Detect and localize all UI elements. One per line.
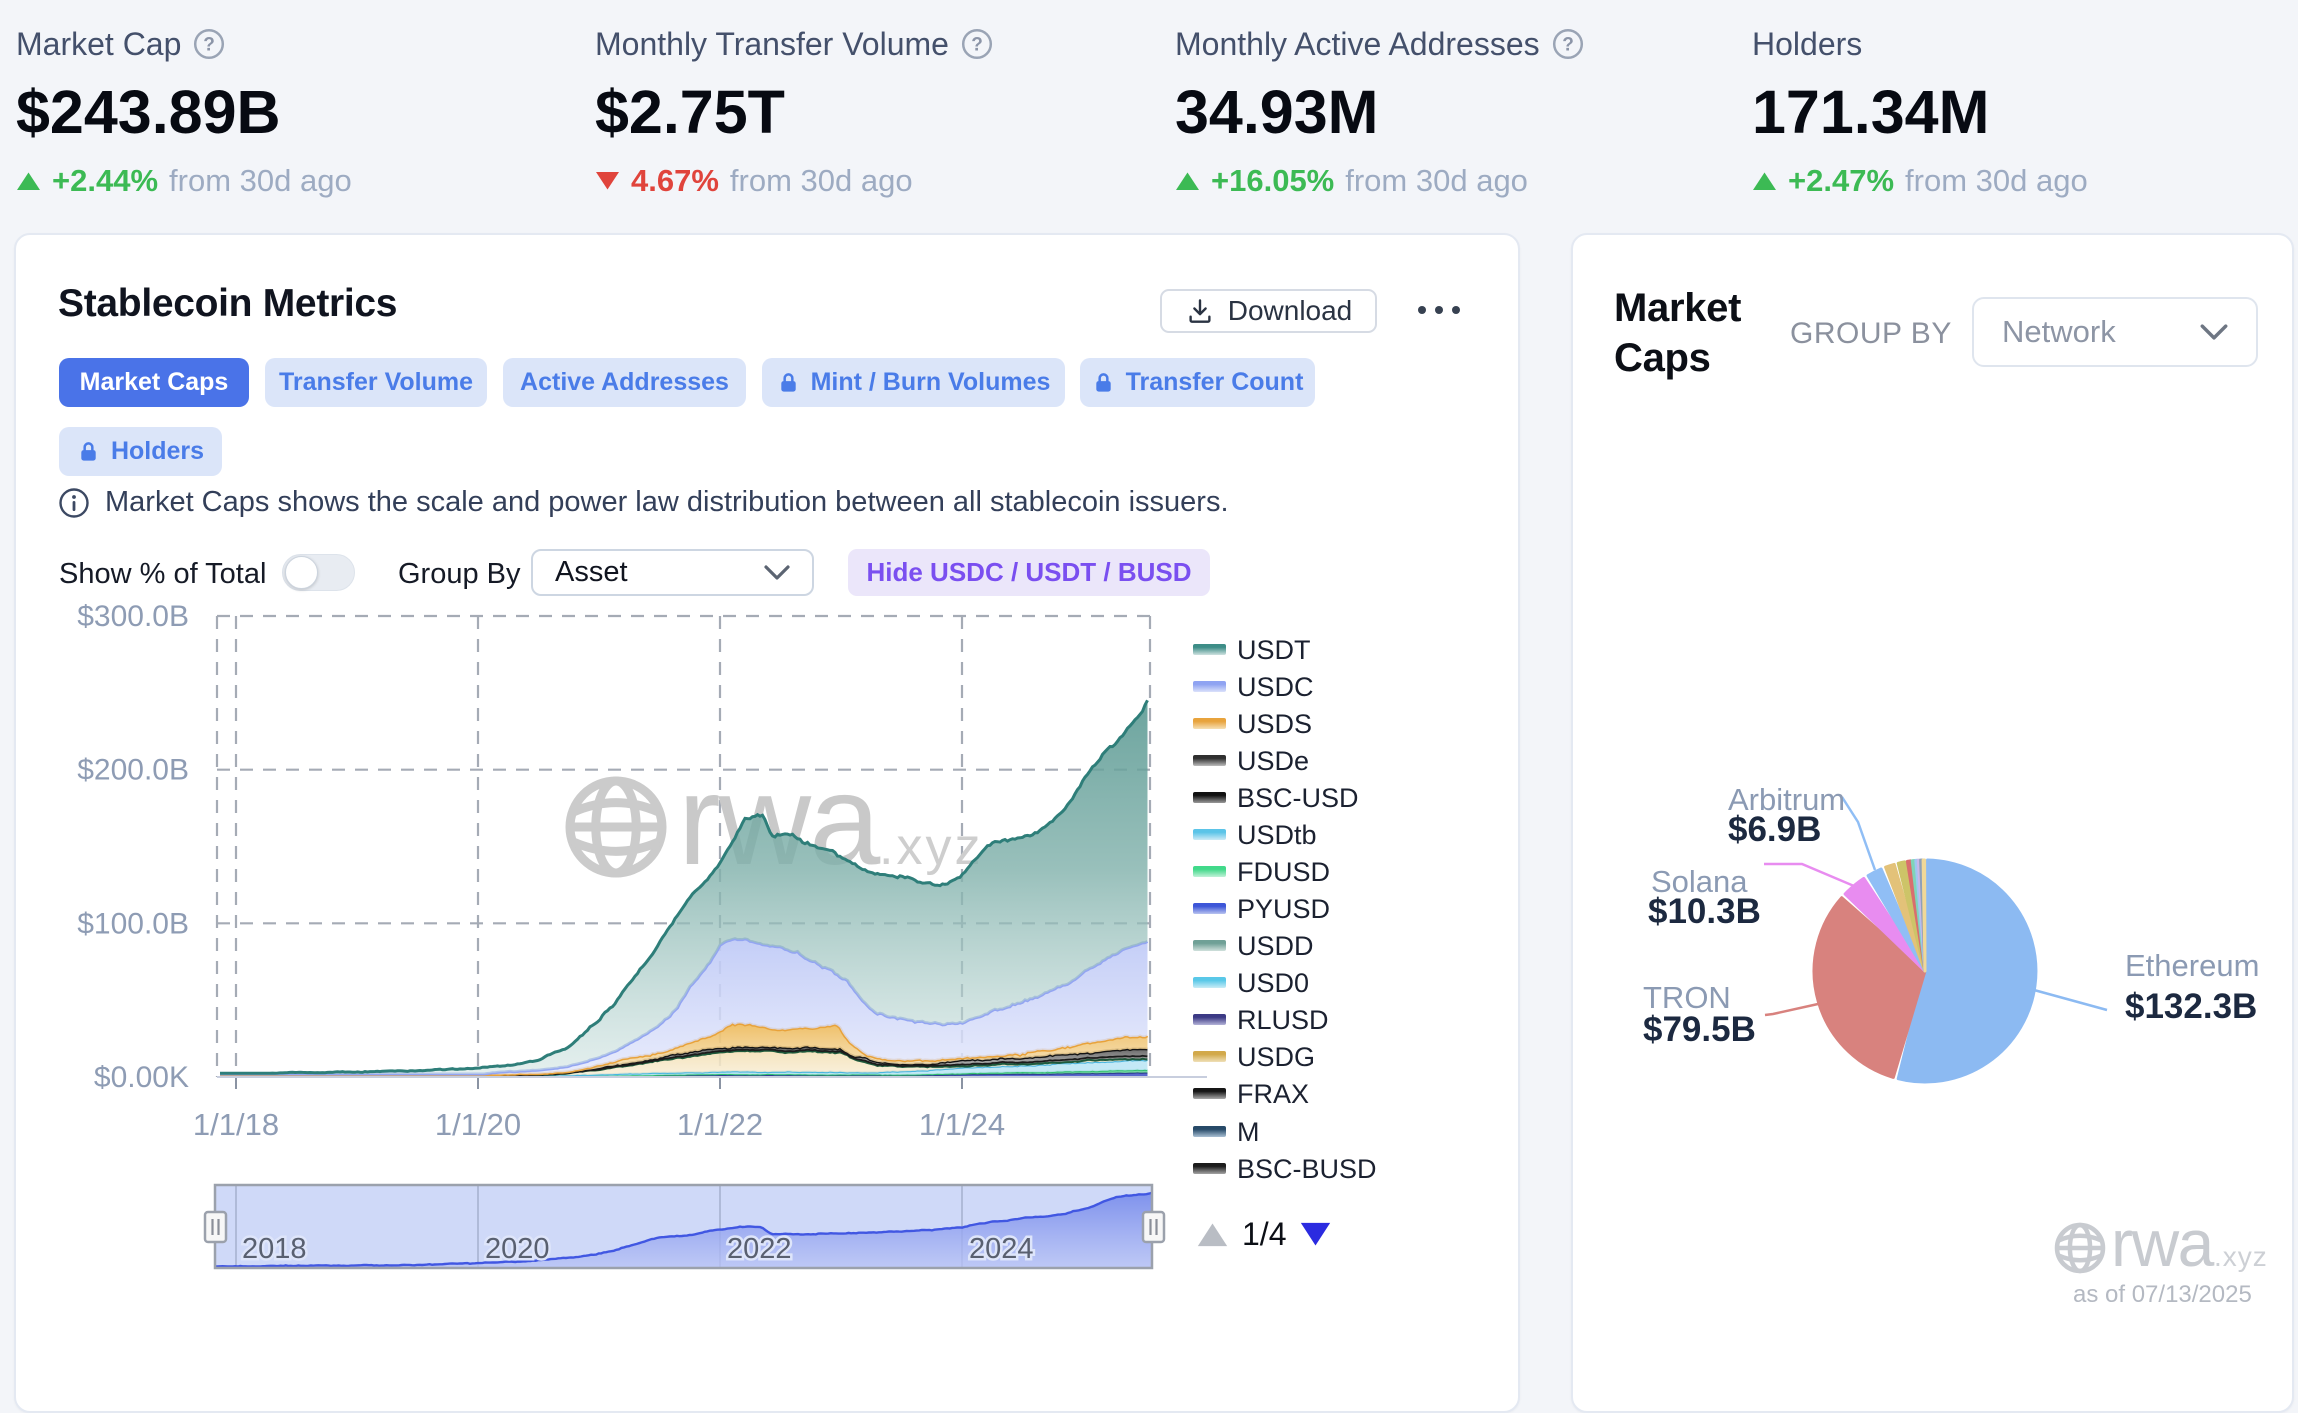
svg-text:TRON: TRON bbox=[1643, 980, 1731, 1015]
svg-text:?: ? bbox=[971, 35, 983, 56]
svg-text:$200.0B: $200.0B bbox=[77, 754, 189, 787]
svg-text:Ethereum: Ethereum bbox=[2125, 948, 2259, 983]
svg-text:2018: 2018 bbox=[242, 1233, 307, 1265]
svg-text:2024: 2024 bbox=[969, 1233, 1034, 1265]
svg-text:2020: 2020 bbox=[485, 1233, 550, 1265]
svg-text:$300.0B: $300.0B bbox=[77, 600, 189, 633]
svg-text:.xyz: .xyz bbox=[879, 818, 983, 876]
svg-text:$10.3B: $10.3B bbox=[1648, 892, 1761, 931]
svg-text:2022: 2022 bbox=[727, 1233, 792, 1265]
svg-text:Solana: Solana bbox=[1651, 864, 1748, 899]
svg-text:?: ? bbox=[204, 35, 216, 56]
svg-text:1/1/24: 1/1/24 bbox=[919, 1107, 1005, 1142]
svg-text:as of 07/13/2025: as of 07/13/2025 bbox=[2073, 1281, 2252, 1308]
svg-text:$132.3B: $132.3B bbox=[2125, 987, 2257, 1026]
svg-text:$0.00K: $0.00K bbox=[94, 1061, 189, 1094]
svg-text:rwa: rwa bbox=[2111, 1206, 2215, 1280]
svg-text:?: ? bbox=[1562, 35, 1574, 56]
svg-text:.xyz: .xyz bbox=[2214, 1241, 2268, 1272]
svg-text:1/1/20: 1/1/20 bbox=[435, 1107, 521, 1142]
svg-text:1/1/18: 1/1/18 bbox=[193, 1107, 279, 1142]
svg-text:$6.9B: $6.9B bbox=[1728, 810, 1821, 849]
svg-text:Arbitrum: Arbitrum bbox=[1728, 782, 1845, 817]
svg-text:$100.0B: $100.0B bbox=[77, 907, 189, 940]
svg-text:1/1/22: 1/1/22 bbox=[677, 1107, 763, 1142]
svg-text:$79.5B: $79.5B bbox=[1643, 1010, 1756, 1049]
